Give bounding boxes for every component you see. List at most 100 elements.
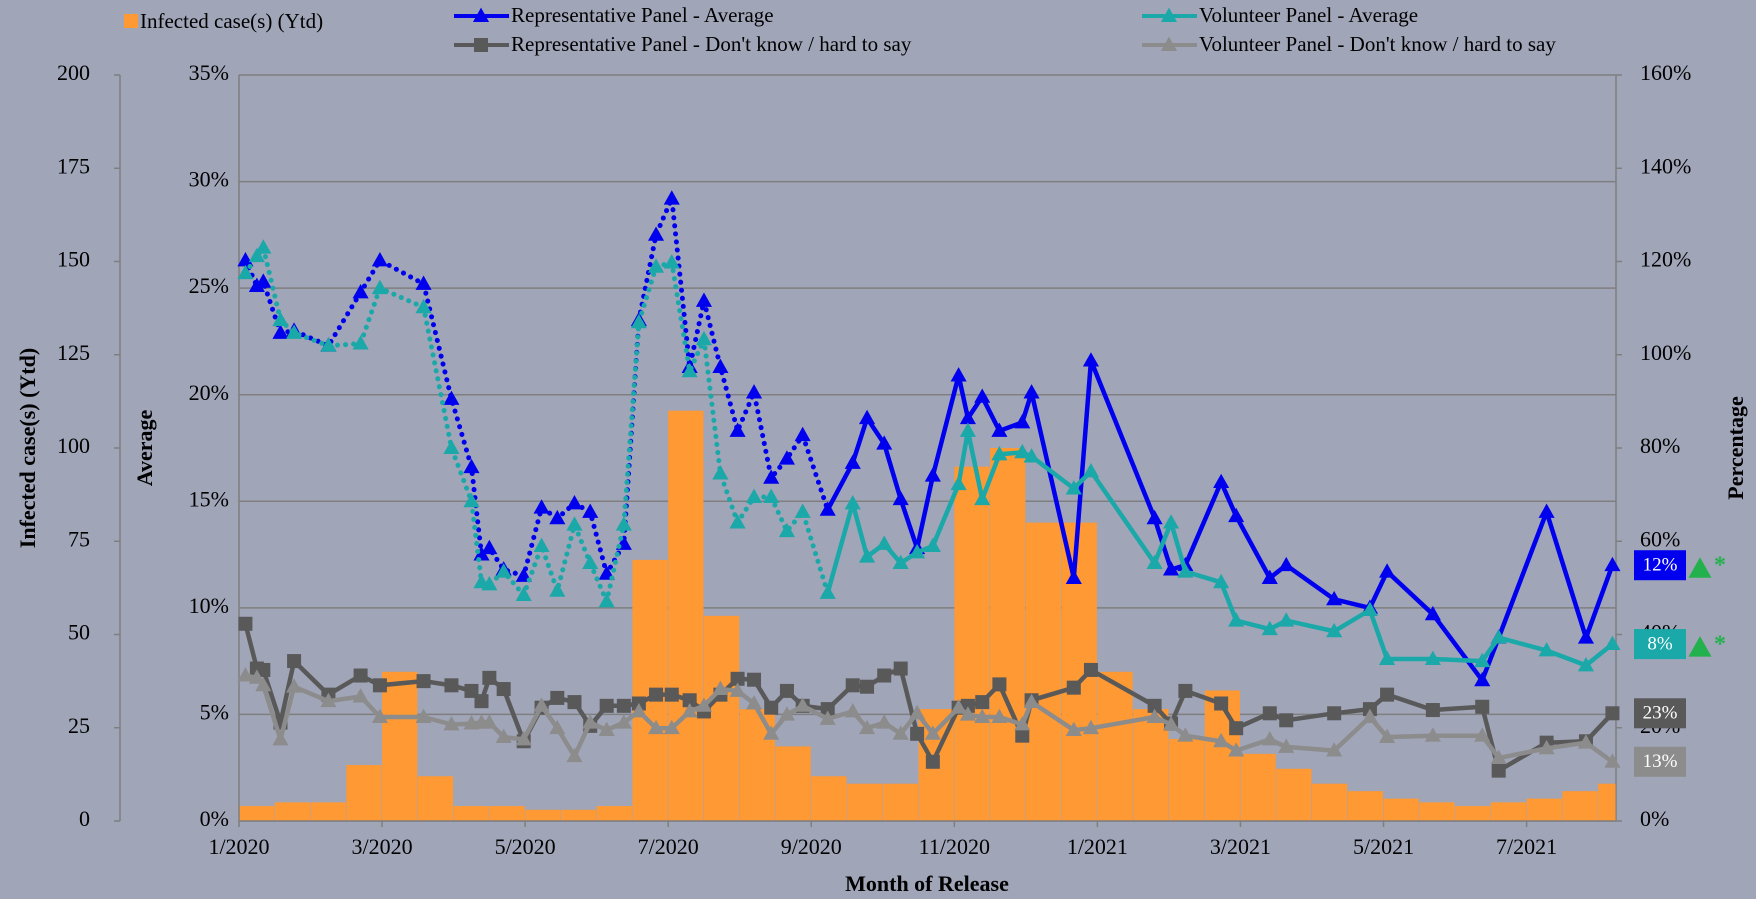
y-tick-label: 10%: [189, 593, 229, 618]
marker: [1146, 509, 1163, 525]
marker: [845, 678, 860, 693]
bar: [489, 806, 525, 821]
marker: [909, 544, 926, 559]
marker: [892, 490, 909, 506]
y-tick-label: 30%: [189, 167, 229, 192]
bar: [453, 806, 489, 821]
marker: [925, 754, 940, 769]
marker: [682, 693, 697, 708]
marker: [1083, 662, 1098, 677]
y2-tick-label: 60%: [1640, 526, 1680, 551]
bar: [1455, 806, 1491, 821]
y2-tick-label: 80%: [1640, 433, 1680, 458]
marker: [681, 703, 698, 718]
legend-label: Infected case(s) (Ytd): [140, 9, 323, 33]
x-tick-label: 11/2020: [919, 834, 990, 859]
marker: [472, 7, 490, 22]
end-label-box: [1634, 746, 1686, 777]
marker: [974, 708, 991, 723]
marker: [844, 454, 861, 469]
marker: [778, 522, 795, 538]
bar: [1347, 791, 1384, 821]
flag: *: [1714, 632, 1726, 658]
marker: [533, 697, 550, 712]
bar: [1168, 738, 1205, 821]
marker: [1326, 742, 1343, 757]
marker: [255, 676, 272, 692]
marker: [1491, 763, 1506, 778]
legend-label: Volunteer Panel - Average: [1199, 3, 1418, 27]
marker: [729, 422, 746, 437]
marker: [255, 273, 272, 288]
marker: [647, 258, 665, 273]
marker: [1163, 561, 1180, 576]
marker: [566, 747, 583, 763]
marker: [481, 539, 498, 555]
marker: [663, 254, 680, 269]
marker: [286, 678, 303, 693]
marker: [1361, 708, 1378, 723]
marker: [859, 548, 876, 563]
marker: [778, 450, 795, 465]
marker: [1160, 36, 1178, 51]
marker: [1147, 698, 1162, 713]
marker: [474, 694, 489, 709]
bar: [739, 709, 775, 821]
marker: [1474, 652, 1491, 668]
marker: [598, 593, 615, 608]
marker: [1278, 612, 1295, 627]
marker: [1023, 693, 1040, 709]
x-tick-label: 7/2020: [638, 834, 699, 859]
marker: [1177, 727, 1194, 742]
marker: [255, 239, 272, 254]
marker: [1023, 384, 1040, 399]
marker: [1023, 448, 1040, 463]
marker: [876, 535, 893, 550]
bar: [1598, 783, 1616, 821]
bar: [1025, 522, 1062, 821]
marker: [892, 725, 909, 740]
marker: [371, 252, 388, 267]
marker: [1262, 706, 1277, 721]
marker: [1213, 732, 1230, 748]
marker: [1380, 687, 1395, 702]
marker: [950, 475, 967, 491]
marker: [496, 682, 511, 697]
y3-tick-label: 50: [68, 620, 90, 645]
x-tick-label: 3/2020: [352, 834, 413, 859]
y2-tick-label: 160%: [1640, 60, 1691, 85]
y-tick-label: 20%: [189, 380, 229, 405]
marker: [1178, 683, 1193, 698]
x-tick-label: 1/2020: [208, 834, 269, 859]
marker: [860, 679, 875, 694]
marker: [859, 409, 876, 425]
marker: [1490, 629, 1507, 644]
marker: [1278, 738, 1295, 753]
marker: [495, 563, 512, 578]
flag: *: [1714, 553, 1726, 579]
legend-label: Representative Panel - Don't know / hard…: [511, 32, 912, 56]
marker: [371, 279, 388, 295]
marker: [924, 537, 941, 552]
marker: [712, 358, 729, 373]
marker: [1424, 727, 1441, 742]
marker: [495, 728, 512, 744]
marker: [663, 190, 680, 205]
marker: [1326, 590, 1343, 606]
marker: [582, 503, 599, 518]
marker: [763, 469, 780, 484]
marker: [549, 509, 566, 525]
marker: [819, 710, 836, 725]
marker: [844, 703, 861, 718]
marker: [272, 324, 289, 339]
end-label: 12%: [1643, 555, 1678, 576]
bar: [668, 410, 704, 821]
marker: [1082, 463, 1100, 478]
y2-tick-label: 0%: [1640, 806, 1669, 831]
marker: [1490, 749, 1507, 765]
marker: [1379, 650, 1396, 665]
bar: [382, 671, 418, 821]
marker: [1214, 696, 1229, 711]
marker: [1279, 713, 1294, 728]
marker: [549, 719, 566, 735]
